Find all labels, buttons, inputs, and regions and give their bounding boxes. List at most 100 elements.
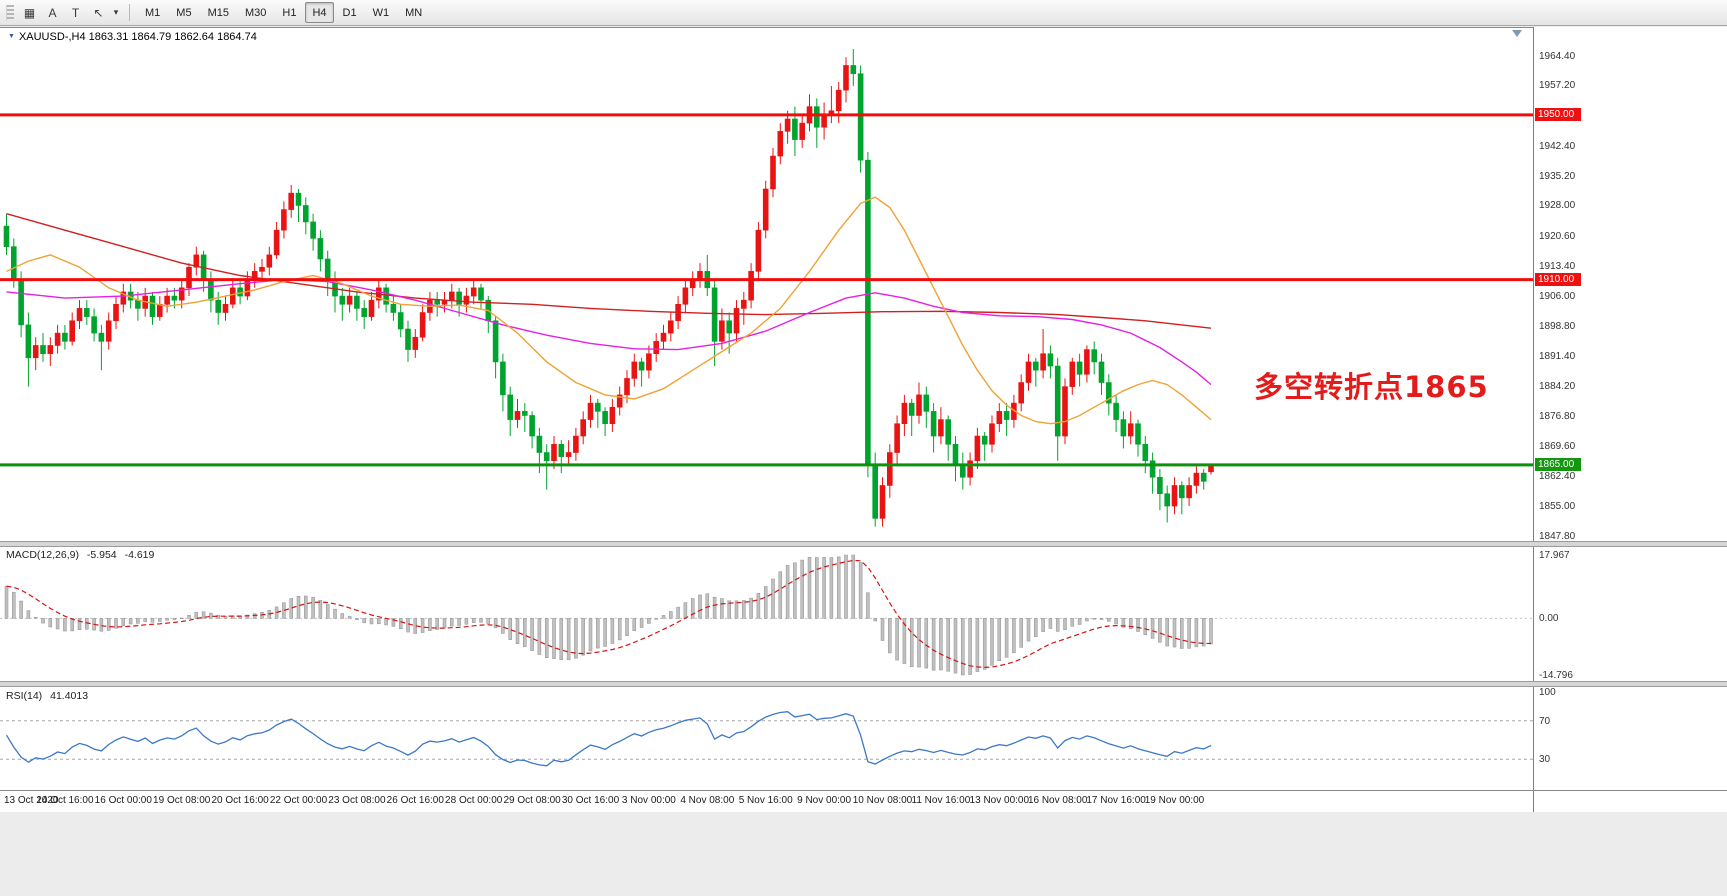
candle — [594, 398, 601, 428]
candle — [25, 312, 32, 387]
candle — [1186, 477, 1192, 507]
candle — [295, 188, 302, 222]
timeframe-M5[interactable]: M5 — [176, 6, 192, 19]
candle — [463, 287, 470, 313]
candle — [981, 431, 988, 461]
rsi-axis-label: 100 — [1539, 687, 1556, 698]
candle — [843, 57, 849, 103]
candle — [492, 316, 499, 379]
candle — [332, 271, 338, 313]
candle — [288, 184, 295, 218]
candle — [748, 263, 754, 309]
candle — [916, 382, 922, 424]
candle — [193, 246, 200, 276]
macd-label: MACD(12,26,9) — [6, 549, 79, 561]
timeframe-H1[interactable]: H1 — [282, 6, 297, 19]
candle — [1135, 419, 1141, 457]
time-axis-label: 10 Nov 08:00 — [852, 795, 913, 806]
price-axis-label: 1935.20 — [1539, 170, 1576, 182]
time-axis-label: 28 Oct 00:00 — [445, 795, 503, 806]
chart-annotation-text[interactable]: 多空转折点1865 — [1254, 370, 1489, 404]
toolbar-tools: ▦ A T ↖ ▾ — [18, 2, 122, 24]
time-axis-label: 5 Nov 16:00 — [738, 795, 793, 806]
candle — [1142, 436, 1149, 474]
candle — [434, 291, 441, 317]
candle — [157, 296, 163, 321]
charts-grid-icon[interactable]: ▦ — [23, 5, 36, 20]
timeframe-M15[interactable]: M15 — [207, 6, 229, 19]
candle — [84, 300, 90, 325]
main-chart-svg — [0, 48, 1533, 527]
timeframe-H4[interactable]: H4 — [305, 2, 334, 23]
timeframe-M30[interactable]: M30 — [244, 6, 267, 19]
annotate-a-icon[interactable]: A — [48, 5, 57, 20]
candle — [1208, 465, 1214, 475]
timeframe-M1[interactable]: M1 — [145, 6, 161, 19]
candle — [908, 398, 915, 437]
timeframe-D1[interactable]: D1 — [342, 6, 357, 19]
chart-shift-marker-icon[interactable] — [1512, 30, 1522, 37]
macd-axis-max: 17.967 — [1539, 550, 1570, 561]
candle — [259, 258, 265, 280]
price-axis-flag-1950.00: 1950.00 — [1535, 108, 1581, 122]
time-axis-label: 30 Oct 16:00 — [561, 795, 620, 806]
candle — [149, 291, 156, 325]
pointer-dropdown-icon[interactable]: ▾ — [113, 7, 119, 17]
price-axis-label: 1884.20 — [1539, 380, 1576, 392]
chart-title-row: ▼ XAUUSD-,H4 1863.31 1864.79 1862.64 186… — [8, 31, 257, 43]
candlesticks — [3, 48, 1214, 527]
candle — [390, 296, 397, 321]
time-axis-label: 14 Oct 16:00 — [36, 795, 94, 806]
candle — [339, 287, 346, 321]
candle — [996, 403, 1003, 432]
macd-axis-zero: 0.00 — [1539, 613, 1559, 625]
toolbar-grip[interactable] — [6, 4, 14, 21]
candle — [704, 254, 711, 297]
time-axis-label: 4 Nov 08:00 — [680, 795, 735, 806]
candle — [40, 333, 46, 362]
candle — [821, 102, 827, 140]
timeframe-W1[interactable]: W1 — [372, 6, 390, 19]
price-axis-label: 1957.20 — [1539, 80, 1576, 92]
price-axis-label: 1862.40 — [1539, 470, 1576, 482]
candle — [32, 337, 39, 371]
timeframe-MN[interactable]: MN — [405, 6, 423, 19]
price-axis-label: 1898.80 — [1539, 320, 1576, 332]
candle — [266, 246, 273, 276]
candle — [1091, 341, 1097, 375]
candle — [200, 250, 207, 292]
macd-signal-line — [6, 559, 1212, 669]
candle — [799, 114, 806, 148]
candle — [1040, 328, 1046, 379]
candle — [733, 300, 740, 342]
price-axis[interactable]: 1964.40 1957.20 1942.40 1935.20 1928.00 1920.… — [1533, 27, 1727, 812]
candle — [208, 271, 214, 313]
window-collapse-icon[interactable]: ▼ — [8, 33, 15, 40]
candle — [1047, 345, 1054, 379]
candle — [638, 357, 645, 387]
price-axis-label: 1913.40 — [1539, 260, 1576, 272]
candle — [361, 300, 368, 329]
pointer-tool-icon[interactable]: ↖ — [93, 5, 104, 20]
candle — [959, 452, 966, 490]
candle — [894, 415, 900, 465]
candle — [660, 324, 667, 350]
candle — [1033, 357, 1039, 387]
text-tool-icon[interactable]: T — [71, 5, 80, 20]
candle — [1193, 464, 1200, 494]
candle — [1171, 477, 1178, 515]
candle — [806, 94, 813, 132]
pane-separator[interactable] — [0, 681, 1727, 687]
candle — [646, 345, 652, 379]
candle — [62, 324, 68, 350]
time-axis-label: 29 Oct 08:00 — [503, 795, 561, 806]
candle — [1200, 468, 1207, 490]
candle — [1098, 353, 1105, 395]
rsi-label-row: RSI(14) 41.4013 — [6, 690, 88, 702]
pane-separator[interactable] — [0, 541, 1727, 547]
price-axis-flag-1865.00: 1865.00 — [1535, 458, 1581, 472]
candle — [565, 440, 572, 465]
candle — [98, 324, 105, 371]
time-axis-label: 16 Oct 00:00 — [94, 795, 152, 806]
time-axis[interactable]: 13 Oct 2020 14 Oct 16:00 16 Oct 00:00 19 Oc… — [0, 792, 1533, 812]
